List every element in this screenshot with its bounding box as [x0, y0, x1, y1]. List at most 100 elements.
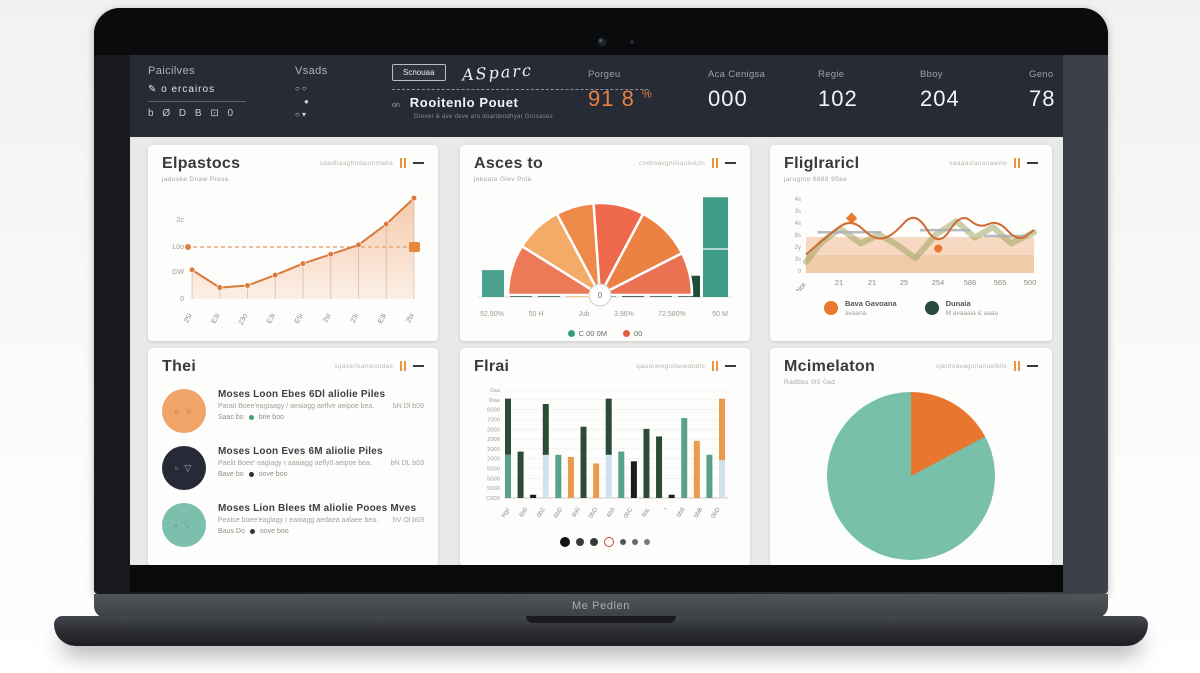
brand-label: Me Pedlen [572, 600, 630, 612]
stat-value: 91 8 % [588, 86, 653, 111]
svg-text:0aa: 0aa [490, 388, 500, 394]
list-item-title: Moses Lion Blees tM aliolie Pooes Mves [218, 503, 417, 514]
svg-text:E5i: E5i [294, 312, 305, 325]
svg-text:3.96%: 3.96% [614, 311, 634, 318]
visits-title: Vsads [295, 65, 328, 77]
list-item[interactable]: ○ ○ Moses Loon Ebes 6Dl aliolie Piles Pa… [162, 389, 424, 433]
laptop-lid: Paicilves ✎ o ercairos b Ø D B ⊡ 0 Vsads… [94, 8, 1108, 594]
toolbar-icons[interactable]: b Ø D B ⊡ 0 [148, 108, 237, 119]
svg-text:0b9: 0b9 [676, 506, 687, 518]
svg-text:2000: 2000 [487, 447, 500, 453]
avatar: ▫ ▽ [162, 446, 206, 490]
svg-text:23i: 23i [350, 312, 361, 324]
svg-text:GW: GW [172, 269, 184, 276]
laptop-top-bezel [94, 8, 1108, 55]
stat-label: Geno [1029, 69, 1054, 80]
svg-text:5000: 5000 [487, 476, 500, 482]
svg-text:6b0: 6b0 [571, 506, 582, 518]
svg-text:2y: 2y [795, 245, 801, 251]
list-item-meta: Baus Do [218, 528, 245, 535]
collapse-button[interactable] [1027, 365, 1038, 367]
drag-handle-icon[interactable] [1014, 361, 1020, 371]
svg-text:6b5: 6b5 [606, 506, 617, 518]
card-subtitle: jadoske Dnaw Prese [162, 176, 229, 183]
card-widget-text: sqaserisanwoodas [334, 362, 393, 370]
status-dot [248, 472, 254, 477]
card-elpastocs: Elpastocs jadoske Dnaw Prese saadbaaghts… [148, 145, 438, 341]
pie-chart [827, 392, 995, 560]
svg-text:23o: 23o [238, 313, 250, 327]
card-widget-text: sjauiewwgndanedodis [635, 362, 705, 370]
svg-text:586: 586 [964, 278, 977, 287]
card-subtitle: Radbbs 0l0 0ad [784, 379, 836, 386]
svg-text:2bi: 2bi [405, 312, 416, 324]
chart-legend: Bava Gavoana avaana Dunaia M avaaaia & aaaa [784, 299, 1038, 317]
list-item[interactable]: ▫ ♡ Moses Lion Blees tM aliolie Pooes Mv… [162, 503, 424, 547]
svg-text:0bC: 0bC [623, 506, 634, 519]
webcam-indicator-dot [630, 40, 634, 44]
list-item-desc: Parait Boee'eagiaagy / aeaiagg aeflve ae… [218, 403, 375, 410]
stat-bboy: Bboy 204 [920, 69, 960, 112]
svg-text:500: 500 [1024, 278, 1037, 287]
status-dot [248, 415, 254, 420]
svg-text:21: 21 [868, 278, 876, 287]
drag-handle-icon[interactable] [712, 158, 718, 168]
collapse-button[interactable] [725, 162, 736, 164]
svg-text:7000: 7000 [487, 417, 500, 423]
svg-text:0bD: 0bD [711, 506, 722, 519]
card-widget-text: cvebsavgnilsauiulutn [639, 159, 705, 167]
svg-text:5000: 5000 [487, 467, 500, 473]
drag-handle-icon[interactable] [712, 361, 718, 371]
svg-text:Ngc: Ngc [501, 507, 512, 519]
card-fliglraricl: Fliglraricl jarugrco 6888 99ae saaaaslan… [770, 145, 1052, 341]
edit-row[interactable]: ✎ o ercairos [148, 84, 216, 95]
collapse-button[interactable] [1027, 162, 1038, 164]
card-flrai: Flrai sjauiewwgndanedodis 0aa 0lae 6000 700… [460, 348, 750, 565]
webcam-icon [597, 37, 607, 47]
name-prefix: on [392, 102, 400, 109]
drag-handle-icon[interactable] [400, 361, 406, 371]
stat-label: Regie [818, 69, 845, 80]
svg-text:E3i: E3i [211, 312, 222, 325]
svg-text:2008: 2008 [487, 437, 500, 443]
svg-text:Not: Not [795, 282, 807, 291]
list-item-meta: Bave bo [218, 471, 244, 478]
list-item-meta: brie boo [258, 414, 284, 421]
laptop-hinge: Me Pedlen [94, 594, 1108, 618]
svg-text:E3i: E3i [377, 312, 388, 325]
svg-text:0b2: 0b2 [536, 506, 547, 518]
laptop-base [54, 616, 1148, 646]
svg-text:E3i: E3i [266, 312, 277, 325]
svg-text:4s: 4s [795, 197, 801, 203]
visits-dots: ○ ○ ● ○ ▾ [295, 83, 328, 121]
stat-regie: Regie 102 [818, 69, 858, 112]
card-subtitle: jarugrco 6888 99ae [784, 176, 848, 183]
list-item-meta: oove boo [259, 528, 289, 535]
bar-chart: 0aa 0lae 6000 7000 3000 2008 2000 2000 5000 5000 5… [474, 378, 736, 547]
svg-text:3s: 3s [795, 209, 801, 215]
header-button[interactable]: Scnouaa [392, 64, 446, 81]
collapse-button[interactable] [413, 365, 424, 367]
collapse-button[interactable] [413, 162, 424, 164]
collapse-button[interactable] [725, 365, 736, 367]
svg-text:50 M: 50 M [712, 311, 728, 318]
card-title: Elpastocs [162, 155, 241, 172]
svg-text:21: 21 [835, 278, 843, 287]
card-title: Asces to [474, 155, 544, 172]
screen-bottom-strip [130, 565, 1063, 592]
avatar: ▫ ♡ [162, 503, 206, 547]
svg-text:52.90%: 52.90% [480, 311, 504, 318]
list-item[interactable]: ▫ ▽ Moses Loon Eves 6M aliolie Piles Pae… [162, 446, 424, 490]
area-chart: 2c L0o GW 0 25i E3i 23o E3i E5i 2si 23i E3i 2bi [162, 185, 424, 340]
svg-text:2c: 2c [177, 217, 185, 224]
header-left-title: Paicilves [148, 65, 196, 77]
card-widget-text: sjardoavagunanueiblis [936, 362, 1007, 370]
drag-handle-icon[interactable] [400, 158, 406, 168]
gauge-chart: 0 52.90% 50 H Jub 3.96% 72.580% 50 M C 00 0M 00 [474, 185, 736, 338]
stat-aca-cenigsa: Aca Cenigsa 000 [708, 69, 765, 112]
svg-text:0: 0 [180, 296, 184, 303]
svg-text:0: 0 [598, 291, 603, 300]
drag-handle-icon[interactable] [1014, 158, 1020, 168]
chart-legend [474, 537, 736, 547]
